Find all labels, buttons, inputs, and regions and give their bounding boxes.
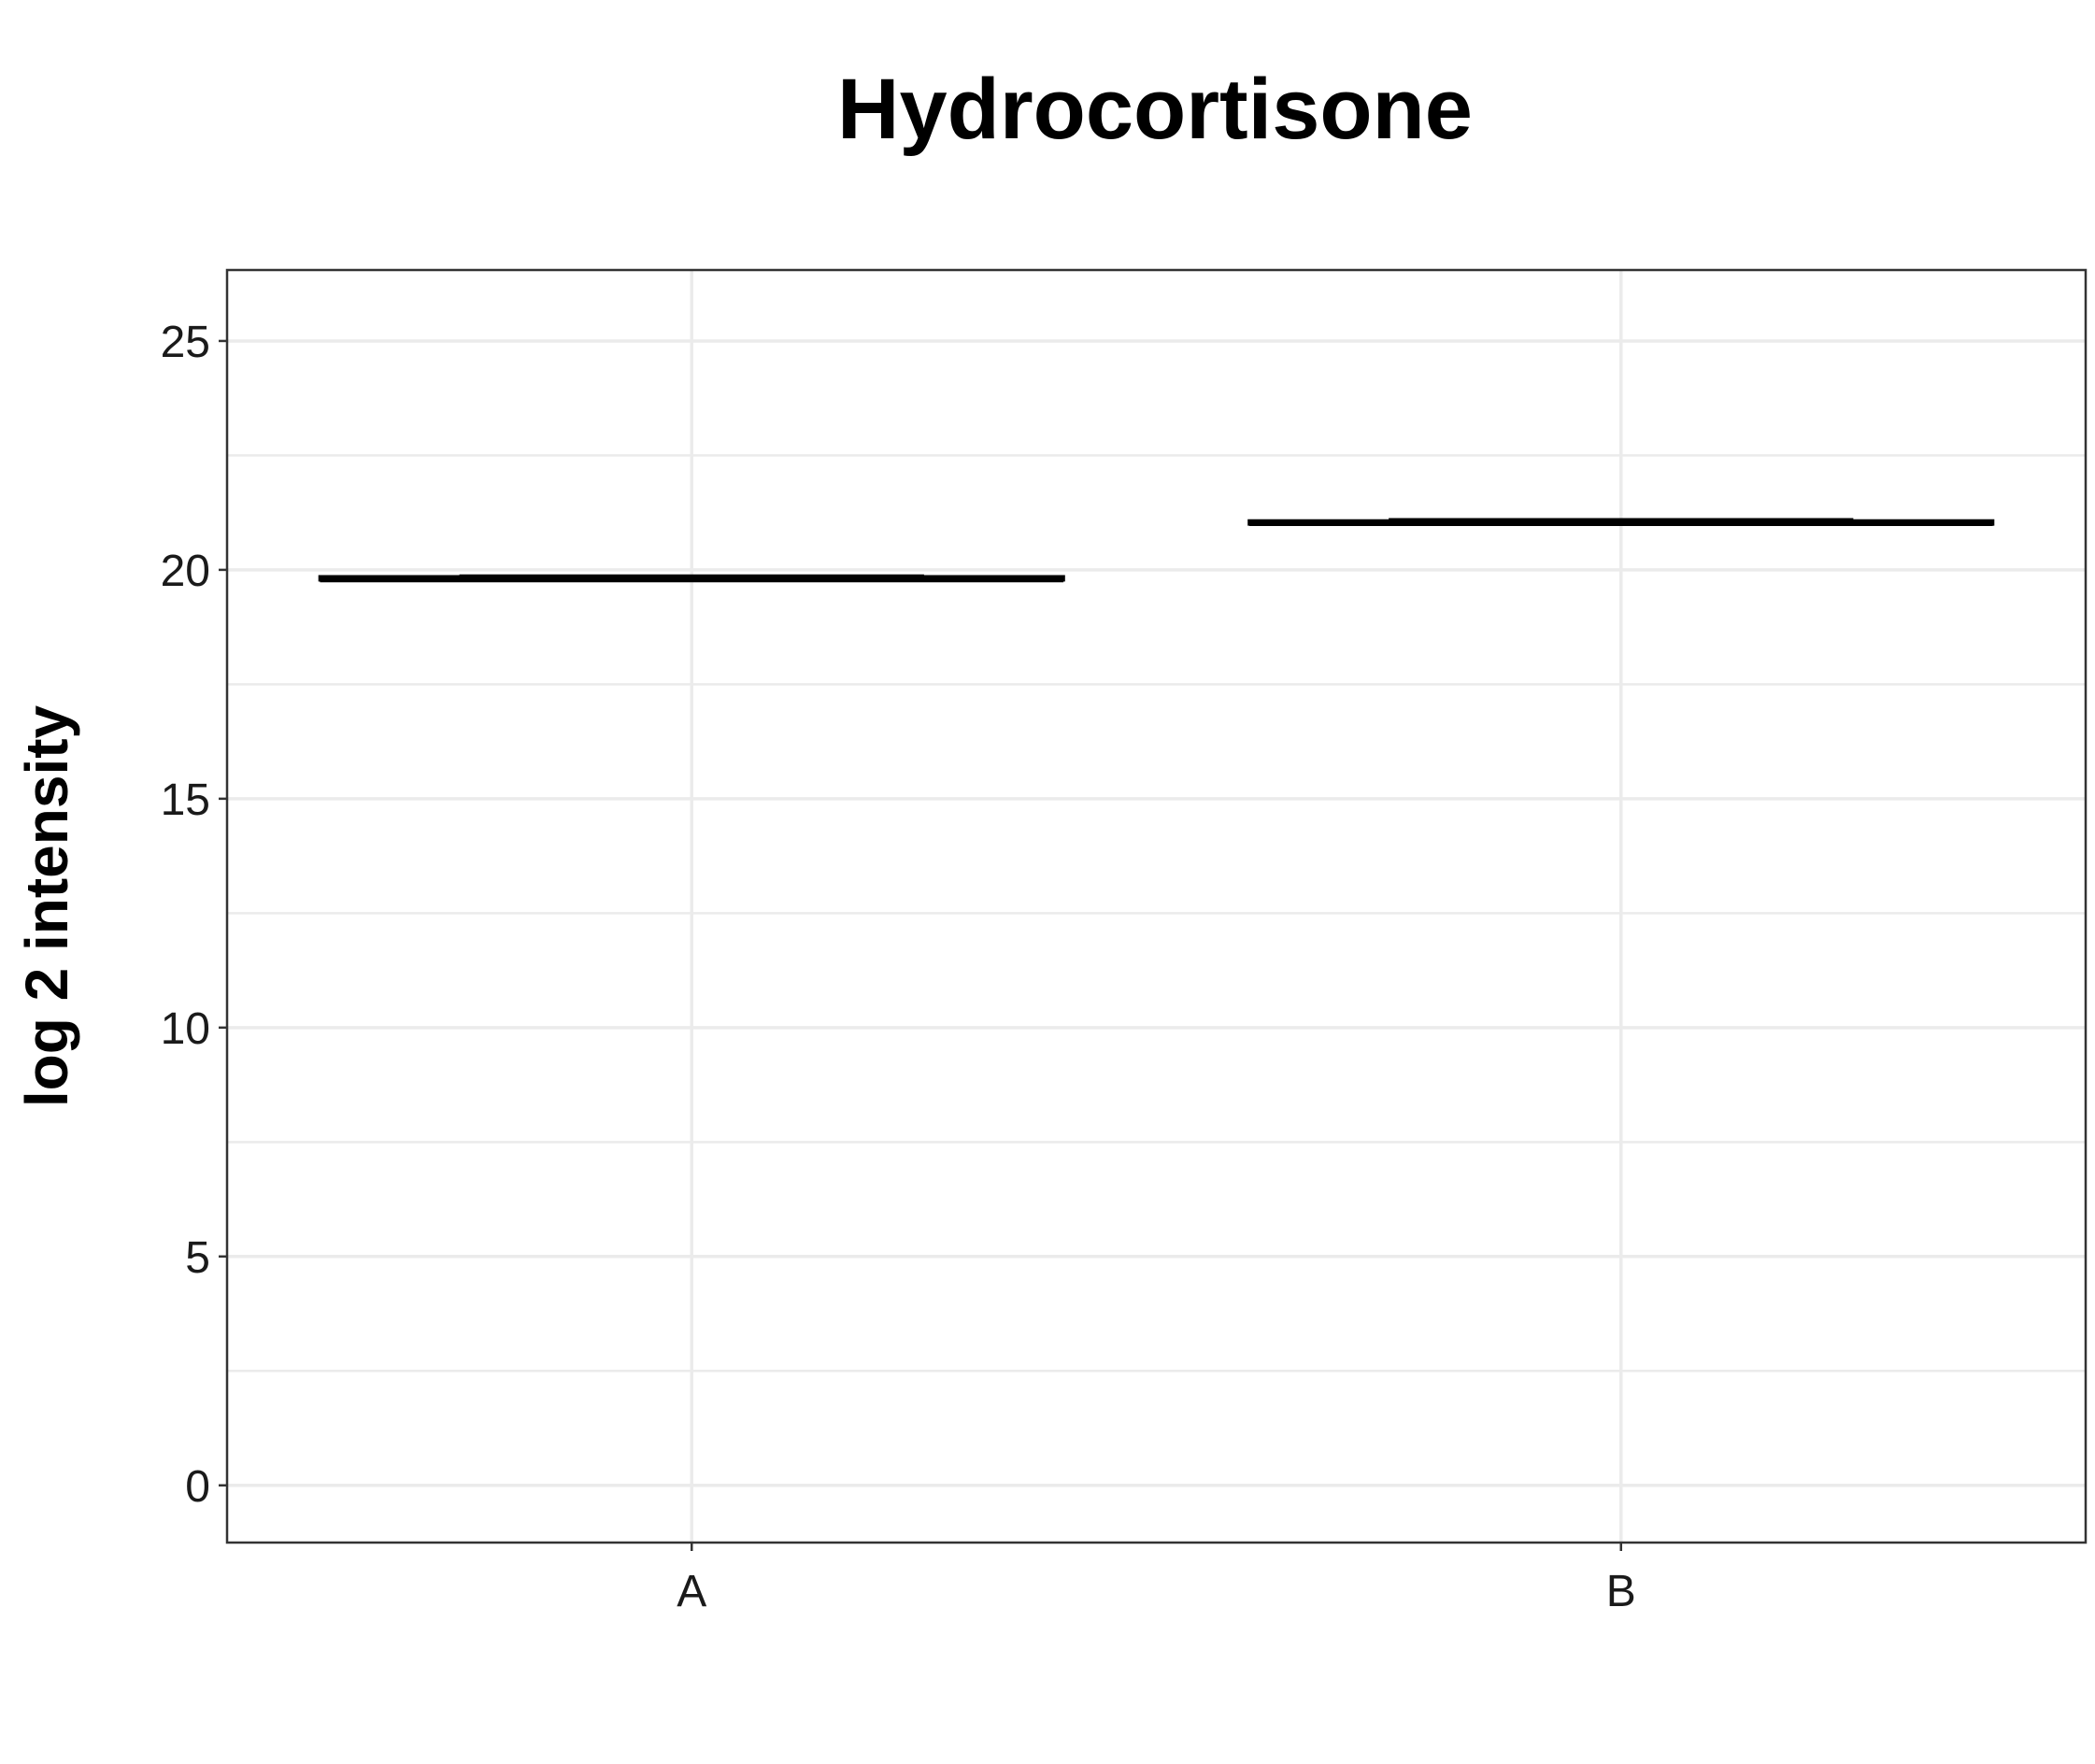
y-axis: 0 5 10 15 20 25 xyxy=(161,318,227,1512)
x-tick-label: B xyxy=(1606,1567,1636,1616)
x-tick-label: A xyxy=(677,1567,706,1616)
y-axis-title: log 2 intensity xyxy=(13,704,80,1107)
box-layer xyxy=(318,518,1995,583)
panel-border xyxy=(225,268,2088,1544)
chart-title: Hydrocortisone xyxy=(837,62,1473,157)
plot-panel xyxy=(225,268,2088,1544)
y-tick-label: 0 xyxy=(185,1462,210,1512)
grid-lines xyxy=(227,270,2086,1543)
y-tick-label: 25 xyxy=(161,318,210,367)
y-tick-label: 15 xyxy=(161,775,210,825)
y-tick-label: 10 xyxy=(161,1004,210,1054)
box-B xyxy=(1247,518,1995,526)
y-tick-label: 5 xyxy=(185,1233,210,1283)
y-tick-label: 20 xyxy=(161,547,210,596)
box-A xyxy=(318,574,1065,583)
